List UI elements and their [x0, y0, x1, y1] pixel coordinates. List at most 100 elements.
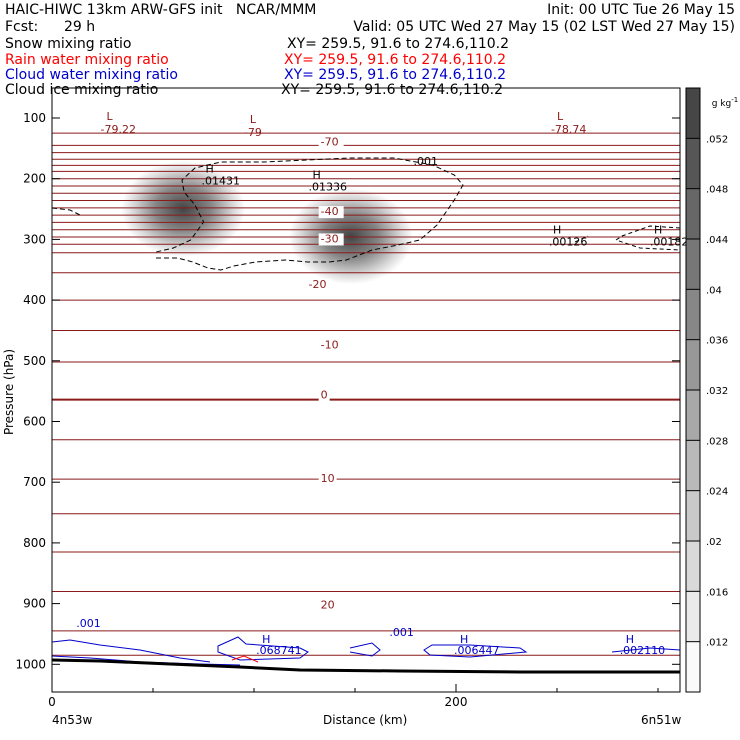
y-tick-label-2: 200 — [23, 172, 46, 186]
temperature-label-4: -20 — [309, 278, 327, 291]
init-time: Init: 00 UTC Tue 26 May 15 — [547, 2, 735, 18]
temperature-label-bg-2 — [318, 206, 344, 219]
colorbar-tick-label-10: .016 — [706, 587, 728, 598]
model-title: HAIC-HIWC 13km ARW-GFS init NCAR/MMM — [5, 2, 317, 18]
colorbar-tick-label-2: .048 — [706, 185, 728, 196]
snow-blob-1 — [121, 161, 246, 258]
low-value-1: -79.22 — [101, 123, 136, 136]
temperature-label-8: 20 — [321, 598, 335, 611]
field-rain-name: Rain water mixing ratio — [5, 52, 169, 68]
x-tick-label-2: 200 — [445, 695, 468, 709]
colorbar-tick-label-6: .032 — [706, 386, 728, 397]
cloud-water-high-letter-3: H — [626, 633, 634, 646]
ice-contour-label-1: .001 — [414, 155, 439, 168]
temperature-label-bg-6 — [318, 389, 330, 402]
temperature-label-2: -40 — [321, 205, 339, 218]
temperature-label-7: 10 — [321, 472, 335, 485]
colorbar-tick-label-11: .012 — [706, 638, 728, 649]
y-tick-label-6: 600 — [23, 415, 46, 429]
x-left-endpoint: 4n53w — [52, 713, 93, 727]
y-tick-label-1: 100 — [23, 111, 46, 125]
colorbar-unit: g kg-1 — [706, 86, 738, 109]
low-letter-3: L — [557, 110, 564, 123]
y-tick-label-3: 300 — [23, 232, 46, 246]
x-axis-title: Distance (km) — [323, 713, 408, 727]
cloud-water-label-2: .001 — [389, 626, 414, 639]
y-tick-label-4: 400 — [23, 293, 46, 307]
cloud-water-contour-4 — [349, 642, 381, 657]
y-tick-label-5: 500 — [23, 354, 46, 368]
surface-terrain-line — [51, 658, 680, 674]
cloud-ice-contour — [155, 157, 464, 271]
y-axis-title: Pressure (hPa) — [2, 348, 17, 436]
colorbar-tick-label-9: .02 — [706, 537, 722, 548]
cloud-water-high-value-2: .006447 — [454, 644, 500, 657]
colorbar-tick-label-4: .04 — [706, 285, 722, 296]
y-tick-label-10: 1000 — [15, 657, 46, 671]
colorbar-bin-11 — [686, 591, 700, 642]
low-letter-2: L — [250, 113, 257, 126]
temperature-label-bg-3 — [318, 233, 344, 246]
cloud-water-contour-1 — [51, 639, 211, 663]
colorbar-tick-label-1: .052 — [706, 134, 728, 145]
low-letter-1: L — [107, 110, 114, 123]
colorbar-tick-label-5: .036 — [706, 336, 728, 347]
colorbar-bin-3 — [686, 188, 700, 239]
field-cloudice-name: Cloud ice mixing ratio — [5, 82, 159, 98]
colorbar-bin-1 — [686, 88, 700, 139]
colorbar-bin-10 — [686, 541, 700, 592]
cloud-water-high-letter-2: H — [460, 633, 468, 646]
colorbar-bin-7 — [686, 390, 700, 441]
colorbar-tick-label-7: .028 — [706, 436, 728, 447]
ice-high-value-1: .01431 — [202, 175, 241, 188]
colorbar-bin-6 — [686, 339, 700, 390]
cloud-ice-contour-small-2 — [614, 225, 681, 251]
temperature-label-1: -70 — [321, 135, 339, 148]
field-cloudwater-xy: XY= 259.5, 91.6 to 274.6,110.2 — [284, 67, 507, 83]
y-tick-label-7: 700 — [23, 475, 46, 489]
field-rain-xy: XY= 259.5, 91.6 to 274.6,110.2 — [284, 52, 507, 68]
forecast-hours: 29 h — [64, 19, 96, 35]
forecast-label: Fcst: — [5, 19, 39, 35]
colorbar-unit-exp: -1 — [731, 96, 739, 104]
temperature-label-bg-1 — [318, 136, 344, 149]
cloud-water-contour-6 — [611, 647, 681, 653]
temperature-label-3: -30 — [321, 232, 339, 245]
cloud-water-high-value-3: .002110 — [620, 644, 666, 657]
colorbar-tick-label-3: .044 — [706, 235, 728, 246]
colorbar-bin-12 — [686, 641, 700, 692]
plot-frame — [51, 87, 681, 693]
x-right-endpoint: 6n51w — [641, 713, 682, 727]
temperature-label-6: 0 — [321, 388, 328, 401]
y-tick-label-9: 900 — [23, 597, 46, 611]
cloud-water-contour-3 — [217, 636, 309, 661]
low-value-2: -79 — [244, 126, 262, 139]
colorbar-bin-8 — [686, 440, 700, 491]
temperature-label-bg-7 — [318, 473, 337, 486]
ice-high-letter-1: H — [206, 163, 214, 176]
snow-blob-2 — [288, 188, 413, 285]
colorbar-bin-5 — [686, 289, 700, 340]
cloud-water-contour-5 — [423, 644, 528, 658]
cloud-ice-contour-small-1 — [574, 235, 589, 243]
temperature-label-bg-8 — [318, 599, 337, 612]
valid-time: Valid: 05 UTC Wed 27 May 15 (02 LST Wed … — [353, 19, 735, 35]
ice-high-value-2: .01336 — [309, 181, 348, 194]
ice-high-letter-3: H — [553, 223, 561, 236]
colorbar-bin-4 — [686, 239, 700, 290]
field-snow-name: Snow mixing ratio — [5, 36, 132, 52]
cloud-water-high-letter-1: H — [262, 633, 270, 646]
field-cloudice-xy: XY= 259.5, 91.6 to 274.6,110.2 — [281, 82, 504, 98]
x-tick-label-1: 0 — [48, 695, 56, 709]
rain-water-contour — [231, 655, 259, 663]
low-value-3: -78.74 — [551, 123, 586, 136]
colorbar-bin-2 — [686, 138, 700, 189]
colorbar-bin-9 — [686, 490, 700, 541]
ice-high-value-4: .00182 — [650, 235, 689, 248]
cloud-water-label-1: .001 — [76, 617, 101, 630]
colorbar-unit-text: g kg — [711, 99, 732, 109]
field-snow-xy: XY= 259.5, 91.6 to 274.6,110.2 — [287, 36, 510, 52]
field-cloudwater-name: Cloud water mixing ratio — [5, 67, 178, 83]
temperature-label-bg-5 — [318, 339, 344, 352]
